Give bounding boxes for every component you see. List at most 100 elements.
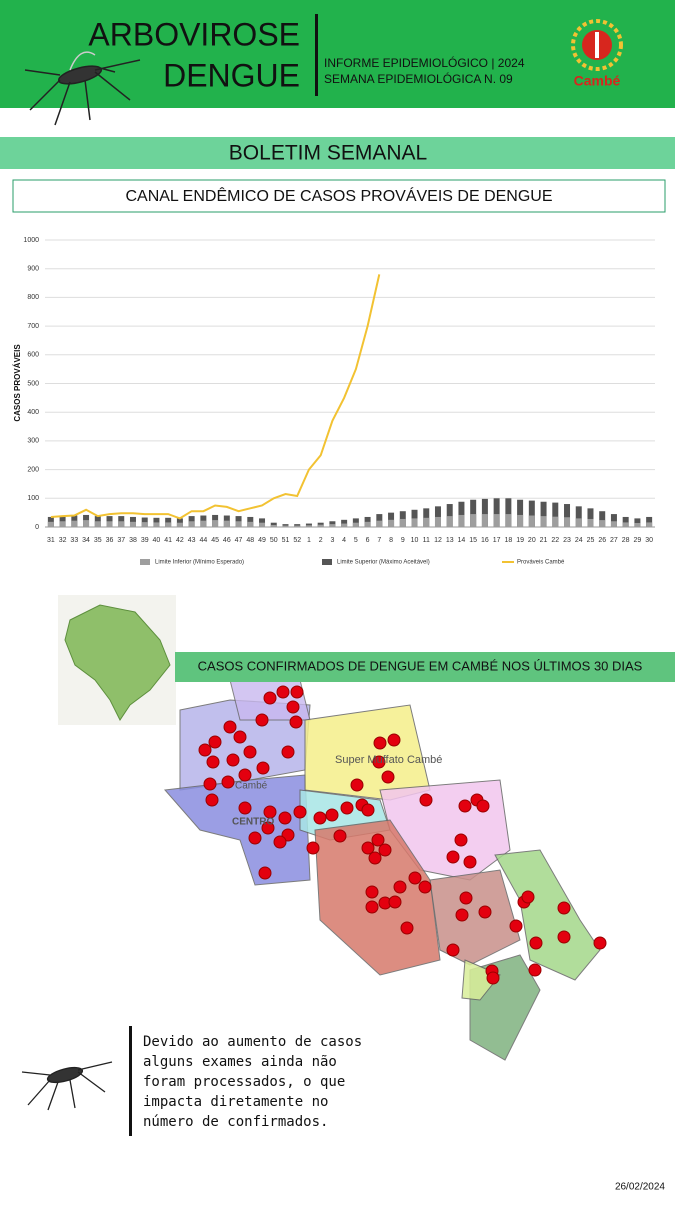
bar	[141, 522, 148, 527]
y-tick-label: 0	[35, 524, 39, 531]
x-tick-label: 27	[610, 537, 618, 544]
bar	[540, 501, 547, 527]
bar	[587, 518, 594, 527]
bar	[599, 511, 606, 527]
bar	[329, 524, 336, 527]
x-tick-label: 19	[516, 537, 524, 544]
x-tick-label: 26	[598, 537, 606, 544]
bar	[247, 521, 254, 527]
bar	[646, 516, 653, 527]
bar	[446, 504, 453, 527]
y-tick-label: 1000	[23, 237, 39, 244]
bar	[129, 521, 136, 527]
x-tick-label: 16	[481, 537, 489, 544]
bar	[458, 501, 465, 527]
x-tick-label: 39	[141, 537, 149, 544]
bar	[622, 522, 629, 527]
x-tick-label: 13	[446, 537, 454, 544]
bar	[505, 498, 512, 527]
legend-swatch	[140, 559, 150, 565]
x-tick-label: 7	[377, 537, 381, 544]
y-tick-label: 500	[27, 380, 39, 387]
title-line1: ARBOVIROSE	[88, 16, 300, 52]
bar	[423, 508, 430, 527]
bar	[575, 506, 582, 527]
bar	[470, 499, 477, 527]
bar	[341, 523, 348, 527]
y-tick-label: 600	[27, 352, 39, 359]
bar	[83, 520, 90, 527]
bar	[270, 522, 277, 527]
chart-title-box	[12, 179, 666, 213]
x-tick-label: 9	[401, 537, 405, 544]
bar	[364, 521, 371, 527]
bar	[188, 521, 195, 527]
bar	[200, 520, 207, 527]
info-line1: INFORME EPIDEMIOLÓGICO | 2024	[324, 55, 525, 70]
x-tick-label: 35	[94, 537, 102, 544]
x-tick-label: 15	[469, 537, 477, 544]
bar	[153, 522, 160, 527]
bar	[634, 522, 641, 527]
x-tick-label: 34	[82, 537, 90, 544]
x-tick-label: 24	[575, 537, 583, 544]
x-tick-label: 29	[634, 537, 642, 544]
x-tick-label: 40	[153, 537, 161, 544]
bar	[235, 521, 242, 527]
chart-title: CANAL ENDÊMICO DE CASOS PROVÁVEIS DE DEN…	[125, 186, 552, 205]
x-tick-label: 1	[307, 537, 311, 544]
map-label: Super Muffato Cambé	[335, 754, 442, 766]
note-line: alguns exames ainda não	[143, 1054, 337, 1070]
logo-text: Cambé	[574, 73, 621, 89]
x-tick-label: 43	[188, 537, 196, 544]
bar	[552, 502, 559, 527]
x-tick-label: 28	[622, 537, 630, 544]
x-tick-label: 41	[164, 537, 172, 544]
bar	[481, 514, 488, 527]
x-tick-label: 21	[540, 537, 548, 544]
bar	[376, 514, 383, 527]
map-label: Cambé	[235, 781, 268, 792]
case-dots	[198, 685, 607, 985]
bar	[528, 500, 535, 527]
banner	[0, 137, 675, 169]
x-tick-label: 49	[258, 537, 266, 544]
x-tick-label: 10	[411, 537, 419, 544]
x-tick-label: 6	[366, 537, 370, 544]
bar	[610, 514, 617, 527]
bar	[212, 520, 219, 527]
header-band	[0, 0, 675, 108]
bar	[118, 521, 125, 527]
note-line: Devido ao aumento de casos	[143, 1034, 362, 1050]
bar	[458, 514, 465, 527]
x-tick-label: 5	[354, 537, 358, 544]
legend-label: Limite Superior (Máximo Aceitável)	[337, 560, 430, 566]
bar	[270, 524, 277, 527]
x-tick-label: 37	[117, 537, 125, 544]
note-line: número de confirmados.	[143, 1114, 328, 1130]
x-tick-label: 25	[587, 537, 595, 544]
x-tick-label: 23	[563, 537, 571, 544]
bar	[294, 525, 301, 527]
x-tick-label: 36	[106, 537, 114, 544]
bar	[646, 522, 653, 527]
bar	[493, 498, 500, 527]
info-line2: SEMANA EPIDEMIOLÓGICA N. 09	[324, 71, 513, 86]
x-tick-label: 14	[458, 537, 466, 544]
legend-swatch	[322, 559, 332, 565]
note-line: foram processados, o que	[143, 1074, 345, 1090]
bar	[481, 498, 488, 527]
map-label: CENTRO	[232, 817, 274, 828]
bar	[223, 520, 230, 527]
logo	[571, 19, 623, 71]
bar	[341, 519, 348, 527]
y-axis-label: CASOS PROVÁVEIS	[13, 344, 22, 422]
x-tick-label: 17	[493, 537, 501, 544]
x-tick-label: 48	[246, 537, 254, 544]
x-tick-label: 32	[59, 537, 67, 544]
x-tick-label: 45	[211, 537, 219, 544]
y-tick-label: 200	[27, 466, 39, 473]
x-tick-label: 47	[235, 537, 243, 544]
note-divider	[129, 1026, 132, 1136]
banner-text: BOLETIM SEMANAL	[229, 142, 427, 165]
